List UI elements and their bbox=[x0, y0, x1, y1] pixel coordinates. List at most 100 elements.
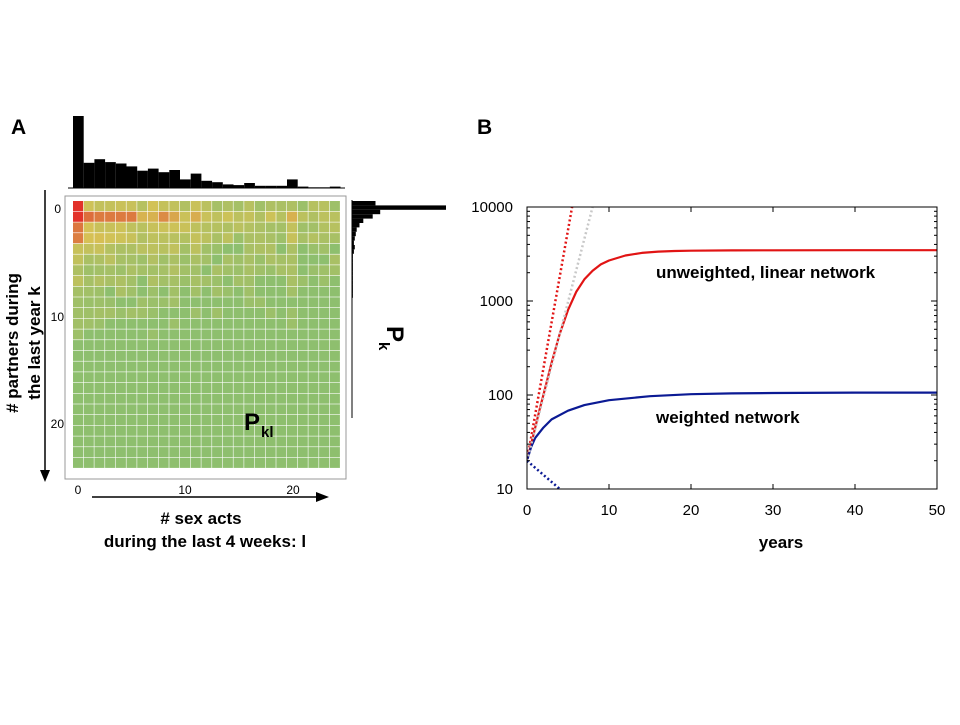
heat-cell-k2-l8 bbox=[158, 222, 169, 233]
top-hist-bar-23 bbox=[319, 187, 330, 188]
heat-cell-k3-l19 bbox=[276, 233, 287, 244]
heat-cell-k19-l22 bbox=[308, 404, 319, 415]
heat-cell-k5-l2 bbox=[94, 254, 105, 265]
heat-cell-k12-l5 bbox=[126, 329, 137, 340]
right-hist-bar-7 bbox=[352, 231, 356, 237]
heat-cell-k10-l18 bbox=[265, 308, 276, 319]
heat-cell-k17-l17 bbox=[254, 382, 265, 393]
heat-cell-k11-l9 bbox=[169, 318, 180, 329]
heat-cell-k19-l12 bbox=[201, 404, 212, 415]
heat-cell-k4-l8 bbox=[158, 243, 169, 254]
heat-cell-k4-l5 bbox=[126, 243, 137, 254]
heat-cell-k10-l5 bbox=[126, 308, 137, 319]
heat-cell-k1-l8 bbox=[158, 211, 169, 222]
heat-cell-k5-l7 bbox=[147, 254, 158, 265]
heat-cell-k15-l12 bbox=[201, 361, 212, 372]
heatmap-ylabel-line2: the last year k bbox=[25, 286, 44, 400]
heat-cell-k13-l0 bbox=[73, 340, 84, 351]
y-tick-10000: 10000 bbox=[471, 199, 513, 216]
heat-cell-k8-l6 bbox=[137, 286, 148, 297]
heat-cell-k17-l3 bbox=[105, 382, 116, 393]
heat-cell-k22-l1 bbox=[83, 436, 94, 447]
heat-cell-k3-l14 bbox=[222, 233, 233, 244]
heat-cell-k23-l6 bbox=[137, 447, 148, 458]
heat-cell-k2-l6 bbox=[137, 222, 148, 233]
right-hist-bar-10 bbox=[352, 245, 355, 250]
heat-cell-k21-l1 bbox=[83, 425, 94, 436]
heat-cell-k20-l2 bbox=[94, 415, 105, 426]
heat-cell-k6-l0 bbox=[73, 265, 84, 276]
heat-cell-k15-l9 bbox=[169, 361, 180, 372]
heat-cell-k18-l16 bbox=[244, 393, 255, 404]
heat-cell-k13-l17 bbox=[254, 340, 265, 351]
heat-cell-k16-l6 bbox=[137, 372, 148, 383]
heat-cell-k7-l12 bbox=[201, 275, 212, 286]
heat-cell-k24-l17 bbox=[254, 457, 265, 468]
heat-cell-k8-l1 bbox=[83, 286, 94, 297]
heat-cell-k15-l13 bbox=[212, 361, 223, 372]
heat-cell-k1-l15 bbox=[233, 211, 244, 222]
top-hist-bar-5 bbox=[126, 166, 138, 188]
heat-cell-k19-l7 bbox=[147, 404, 158, 415]
heat-cell-k5-l0 bbox=[73, 254, 84, 265]
heat-cell-k14-l3 bbox=[105, 350, 116, 361]
heat-cell-k2-l20 bbox=[287, 222, 298, 233]
heat-cell-k13-l3 bbox=[105, 340, 116, 351]
heat-cell-k17-l19 bbox=[276, 382, 287, 393]
heat-cell-k20-l1 bbox=[83, 415, 94, 426]
heat-cell-k14-l16 bbox=[244, 350, 255, 361]
x-tick-20: 20 bbox=[683, 502, 700, 519]
heat-cell-k21-l12 bbox=[201, 425, 212, 436]
heat-cell-k3-l13 bbox=[212, 233, 223, 244]
heat-cell-k3-l2 bbox=[94, 233, 105, 244]
heat-cell-k14-l19 bbox=[276, 350, 287, 361]
heat-cell-k3-l0 bbox=[73, 233, 84, 244]
heat-cell-k12-l15 bbox=[233, 329, 244, 340]
heat-cell-k14-l7 bbox=[147, 350, 158, 361]
top-hist-bar-1 bbox=[83, 162, 95, 188]
heat-cell-k12-l19 bbox=[276, 329, 287, 340]
heat-cell-k7-l23 bbox=[319, 275, 330, 286]
heat-cell-k24-l1 bbox=[83, 457, 94, 468]
heat-cell-k11-l12 bbox=[201, 318, 212, 329]
heat-cell-k9-l23 bbox=[319, 297, 330, 308]
heat-cell-k15-l2 bbox=[94, 361, 105, 372]
heat-cell-k6-l10 bbox=[180, 265, 191, 276]
heatmap-xlabel-line1: # sex acts bbox=[160, 509, 241, 528]
heat-cell-k0-l13 bbox=[212, 201, 223, 212]
heat-cell-k5-l22 bbox=[308, 254, 319, 265]
heat-cell-k8-l11 bbox=[190, 286, 201, 297]
heat-cell-k3-l12 bbox=[201, 233, 212, 244]
annotation-unweighted: unweighted, linear network bbox=[656, 263, 876, 282]
heat-cell-k7-l18 bbox=[265, 275, 276, 286]
top-hist-bar-7 bbox=[147, 168, 159, 188]
heat-cell-k13-l20 bbox=[287, 340, 298, 351]
heat-cell-k24-l3 bbox=[105, 457, 116, 468]
heat-cell-k23-l19 bbox=[276, 447, 287, 458]
heat-cell-k1-l19 bbox=[276, 211, 287, 222]
heat-cell-k11-l6 bbox=[137, 318, 148, 329]
heat-cell-k18-l9 bbox=[169, 393, 180, 404]
heat-cell-k22-l14 bbox=[222, 436, 233, 447]
heat-cell-k6-l16 bbox=[244, 265, 255, 276]
x-tick-10: 10 bbox=[601, 502, 618, 519]
heat-cell-k13-l21 bbox=[297, 340, 308, 351]
heat-cell-k3-l17 bbox=[254, 233, 265, 244]
heat-cell-k21-l23 bbox=[319, 425, 330, 436]
heat-cell-k17-l12 bbox=[201, 382, 212, 393]
heat-cell-k21-l4 bbox=[115, 425, 126, 436]
heat-cell-k14-l1 bbox=[83, 350, 94, 361]
heat-cell-k12-l23 bbox=[319, 329, 330, 340]
heat-cell-k6-l22 bbox=[308, 265, 319, 276]
heat-cell-k10-l23 bbox=[319, 308, 330, 319]
heat-cell-k24-l19 bbox=[276, 457, 287, 468]
heat-cell-k14-l2 bbox=[94, 350, 105, 361]
heat-cell-k11-l14 bbox=[222, 318, 233, 329]
top-hist-bar-16 bbox=[244, 183, 255, 188]
heat-cell-k22-l6 bbox=[137, 436, 148, 447]
heat-cell-k22-l9 bbox=[169, 436, 180, 447]
heat-cell-k0-l2 bbox=[94, 201, 105, 212]
heat-cell-k17-l16 bbox=[244, 382, 255, 393]
heat-cell-k18-l10 bbox=[180, 393, 191, 404]
heat-cell-k6-l4 bbox=[115, 265, 126, 276]
